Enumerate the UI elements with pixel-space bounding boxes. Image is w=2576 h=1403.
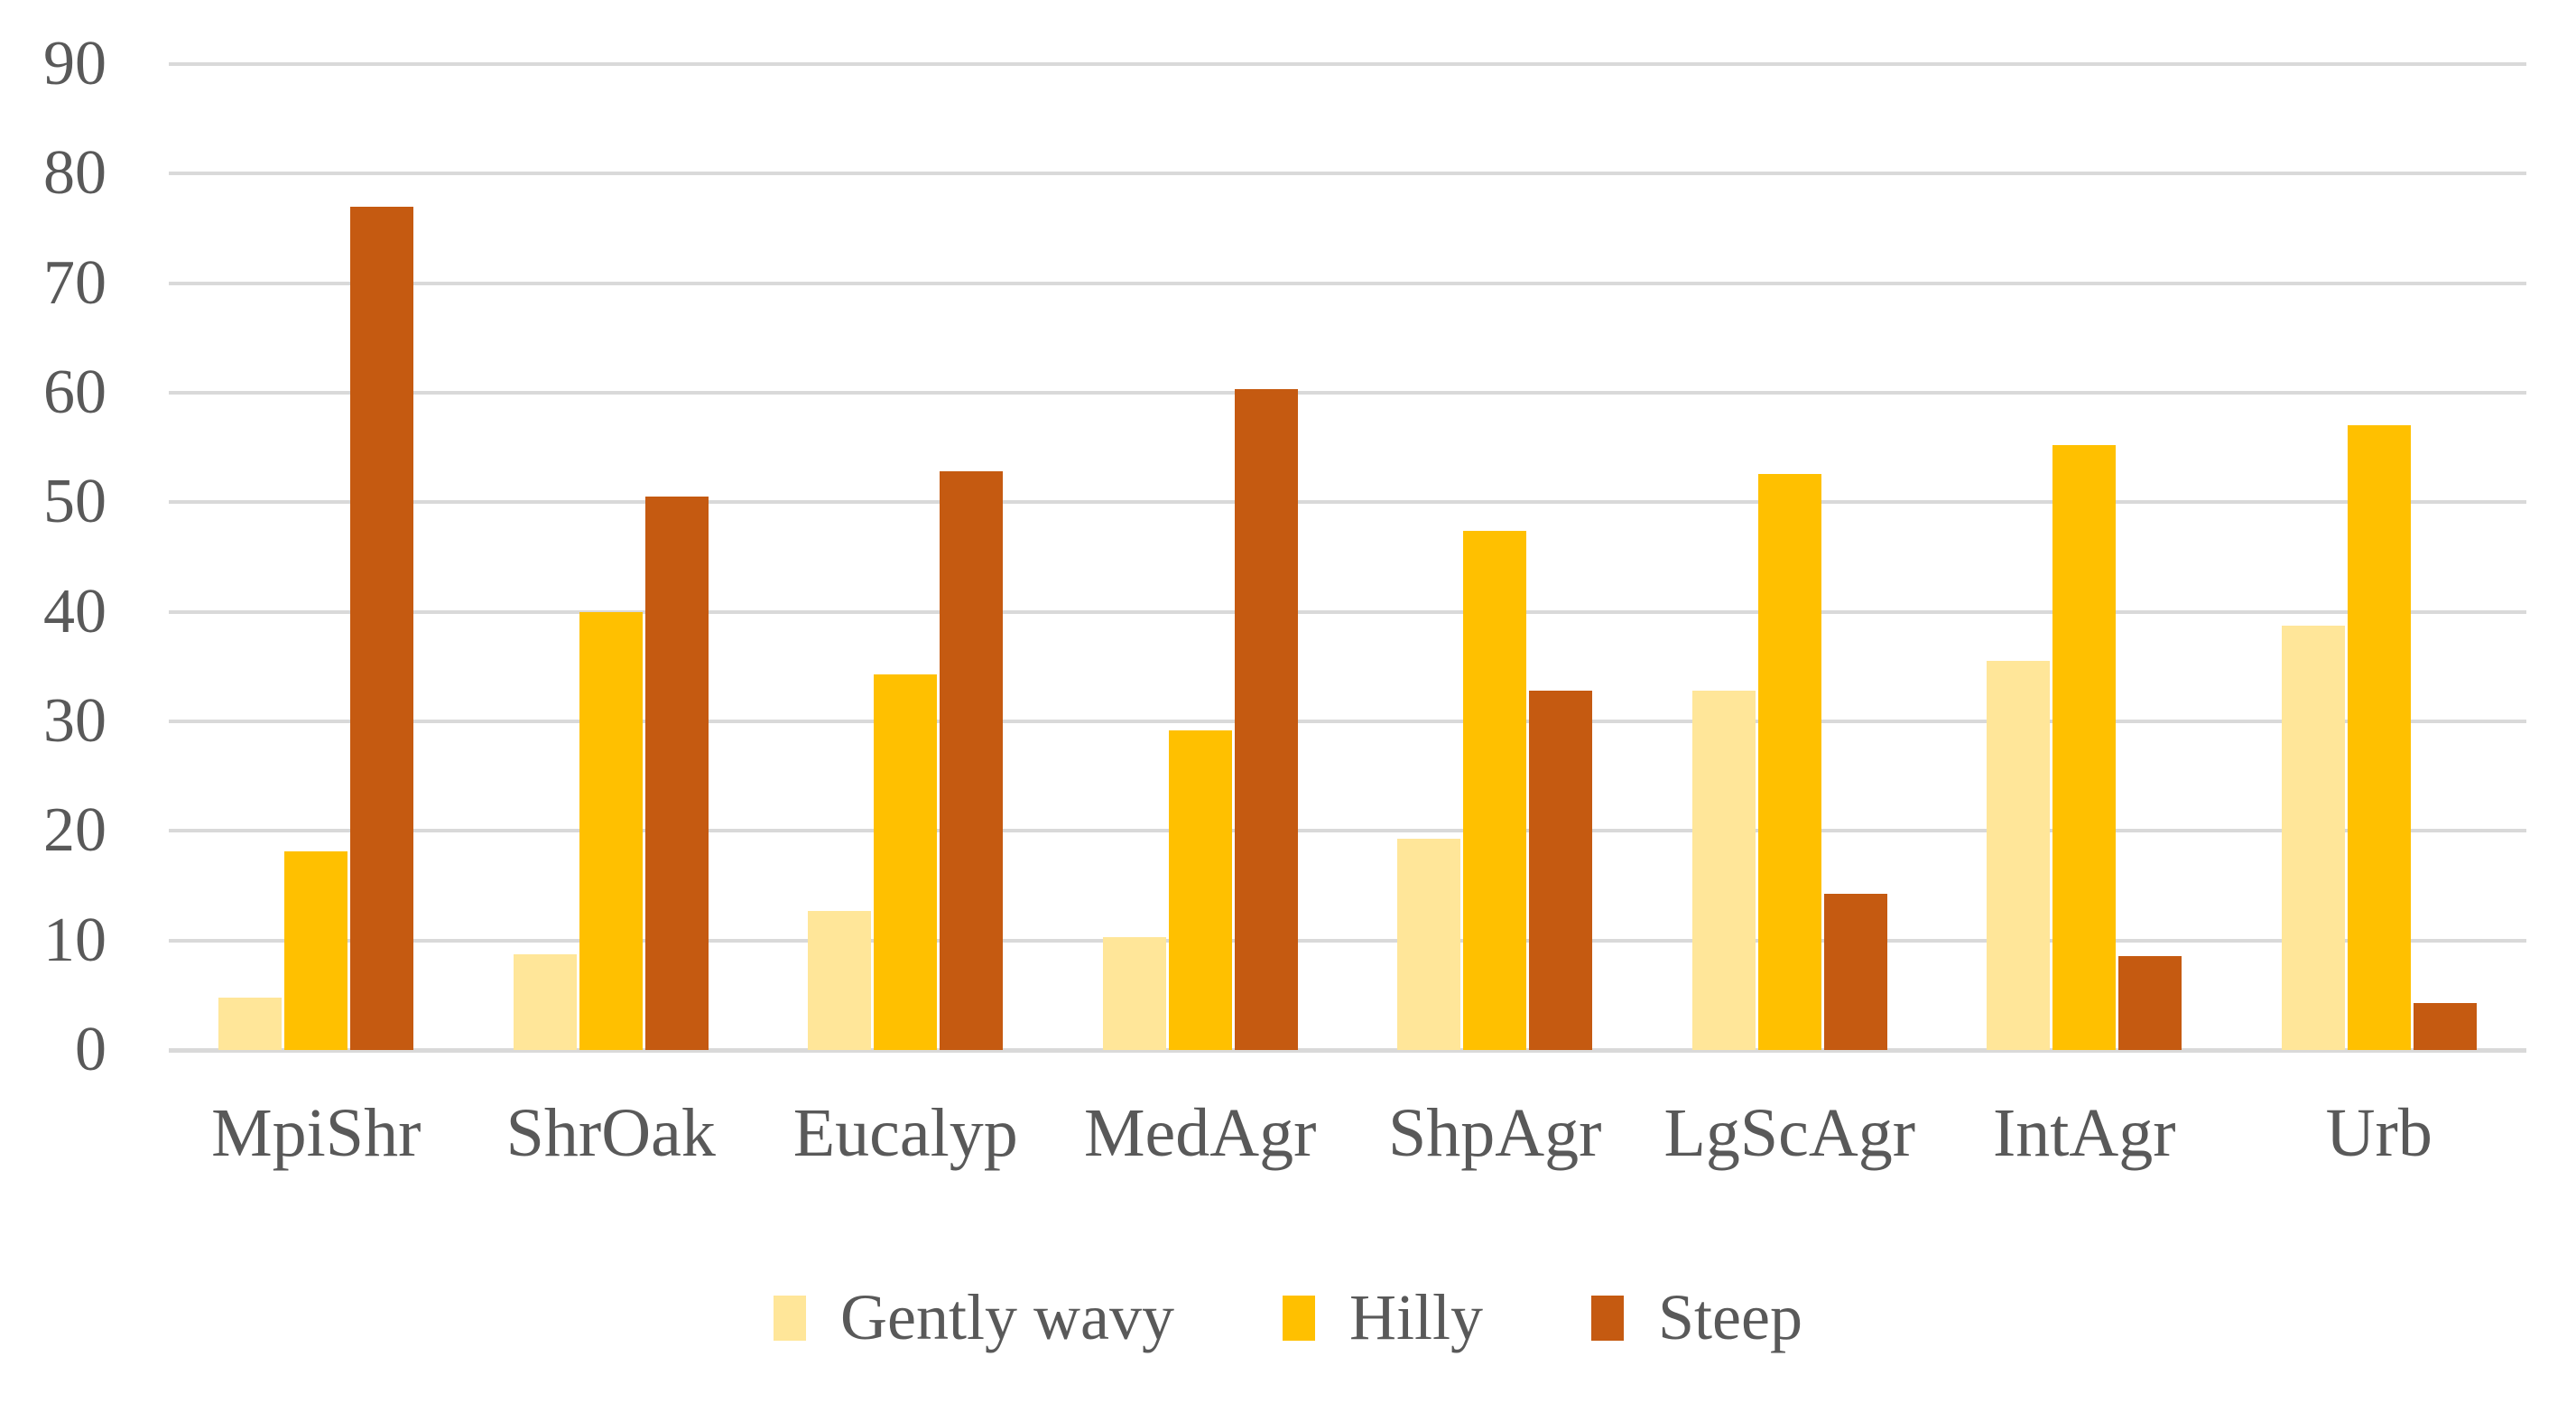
gridline (169, 720, 2526, 723)
bar-gently-wavy-eucalyp (808, 910, 872, 1050)
bar-gently-wavy-medagr (1102, 937, 1166, 1050)
bar-hilly-mpishr (284, 851, 348, 1050)
x-axis-category-label: MedAgr (1083, 1095, 1317, 1171)
gridline (169, 281, 2526, 285)
legend-label-gently-wavy: Gently wavy (840, 1281, 1174, 1353)
y-axis-tick-label: 20 (43, 795, 107, 866)
x-axis-line (169, 1048, 2526, 1053)
bar-steep-shpagr (1529, 691, 1593, 1050)
y-axis-tick-label: 40 (43, 576, 107, 646)
bar-steep-urb (2413, 1002, 2477, 1050)
gridline (169, 829, 2526, 833)
gridline (169, 500, 2526, 505)
gridline (169, 172, 2526, 176)
bar-hilly-lgscagr (1757, 473, 1821, 1050)
bar-gently-wavy-urb (2281, 626, 2345, 1050)
legend-item-gently-wavy: Gently wavy (774, 1280, 1174, 1355)
bar-gently-wavy-shroak (513, 954, 577, 1050)
bar-hilly-shroak (579, 611, 643, 1050)
bar-hilly-medagr (1168, 729, 1232, 1050)
bar-steep-eucalyp (940, 471, 1004, 1050)
bar-hilly-urb (2347, 425, 2411, 1050)
x-axis-category-label: IntAgr (1992, 1095, 2176, 1171)
x-axis-category-label: ShrOak (505, 1095, 716, 1171)
plot-area: MpiShr ShrOak Eucalyp MedAgr ShpAgr LgScAgr In… (169, 0, 2526, 1403)
y-axis-tick-label: 60 (43, 358, 107, 427)
y-axis-tick-label: 70 (43, 247, 107, 318)
legend-label-steep: Steep (1657, 1281, 1802, 1353)
bar-gently-wavy-lgscagr (1691, 691, 1756, 1050)
bar-steep-lgscagr (1823, 893, 1887, 1050)
legend-swatch-hilly (1282, 1295, 1315, 1341)
y-axis-tick-label: 0 (75, 1015, 107, 1084)
bar-hilly-intagr (2052, 445, 2117, 1050)
x-axis-category-label: Eucalyp (792, 1095, 1018, 1171)
x-axis-category-label: ShpAgr (1388, 1095, 1602, 1171)
gridline (169, 62, 2526, 66)
bar-steep-shroak (644, 497, 709, 1050)
bar-steep-mpishr (350, 206, 414, 1050)
x-axis-category-label: LgScAgr (1663, 1095, 1916, 1171)
y-axis-tick-label: 30 (43, 686, 107, 756)
y-axis-tick-label: 90 (43, 29, 107, 98)
gridline (169, 609, 2526, 614)
bar-hilly-shpagr (1463, 530, 1527, 1050)
legend-swatch-gently-wavy (774, 1295, 807, 1341)
gridline (169, 938, 2526, 943)
gridline (169, 391, 2526, 395)
legend-item-hilly: Hilly (1282, 1280, 1483, 1355)
legend-swatch-steep (1590, 1295, 1624, 1341)
bar-gently-wavy-shpagr (1397, 838, 1461, 1050)
bar-steep-intagr (2118, 955, 2182, 1050)
x-axis-category-label: MpiShr (211, 1095, 422, 1171)
bar-gently-wavy-mpishr (218, 997, 283, 1050)
bar-hilly-eucalyp (874, 674, 938, 1050)
y-axis-tick-label: 10 (43, 905, 107, 975)
bar-steep-medagr (1234, 389, 1298, 1050)
bar-gently-wavy-intagr (1987, 661, 2051, 1050)
y-axis-tick-label: 80 (43, 138, 107, 209)
y-axis-tick-label: 50 (43, 467, 107, 537)
legend: Gently wavy Hilly Steep (0, 1280, 2576, 1355)
legend-label-hilly: Hilly (1348, 1281, 1483, 1353)
x-axis-category-label: Urb (2325, 1095, 2432, 1171)
legend-item-steep: Steep (1590, 1280, 1802, 1355)
